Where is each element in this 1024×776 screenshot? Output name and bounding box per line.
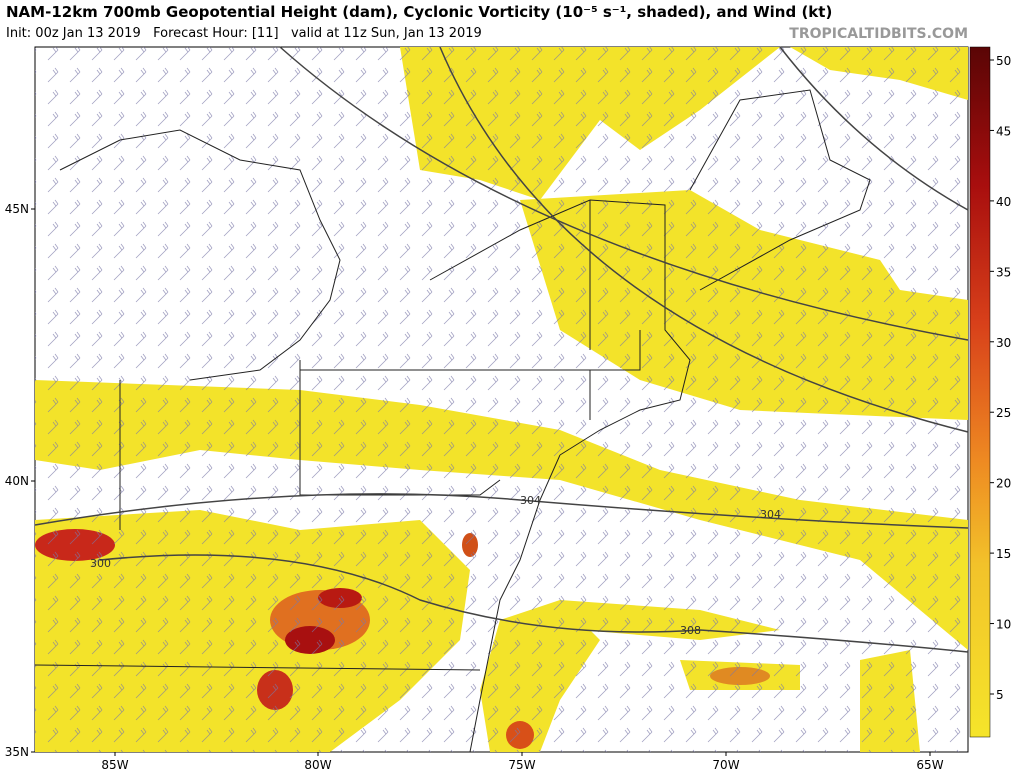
contour-label: 304	[520, 494, 541, 507]
colorbar-label: 30	[996, 336, 1011, 350]
colorbar-label: 5	[996, 688, 1004, 702]
contour-label: 300	[90, 557, 111, 570]
contour-label: 308	[680, 624, 701, 637]
boundaries	[34, 89, 871, 753]
ticks: 5 10 15 20 25 30 35 40 45 50 85W 80W 75W 70W 65W 45N 40N…	[5, 54, 1012, 772]
colorbar	[969, 46, 991, 738]
colorbar-label: 50	[996, 54, 1011, 68]
colorbar-label: 25	[996, 406, 1011, 420]
map: 300 304 304 308	[34, 46, 969, 753]
subtitle: Init: 00z Jan 13 2019 Forecast Hour: [11…	[6, 26, 482, 41]
lat-label: 45N	[5, 202, 29, 216]
colorbar-label: 10	[996, 618, 1011, 632]
colorbar-label: 35	[996, 265, 1011, 279]
contour-label: 304	[760, 508, 781, 521]
colorbar-label: 15	[996, 547, 1011, 561]
lon-label: 65W	[916, 758, 943, 772]
lon-label: 85W	[101, 758, 128, 772]
lat-label: 40N	[5, 474, 29, 488]
wind-barbs	[35, 47, 968, 752]
lat-label: 35N	[5, 745, 29, 759]
height-contours	[34, 46, 969, 653]
lon-label: 75W	[508, 758, 535, 772]
colorbar-label: 20	[996, 477, 1011, 491]
lon-label: 70W	[712, 758, 739, 772]
lon-label: 80W	[304, 758, 331, 772]
title: NAM-12km 700mb Geopotential Height (dam)…	[6, 3, 832, 21]
site-credit: TROPICALTIDBITS.COM	[789, 26, 968, 42]
colorbar-label: 45	[996, 124, 1011, 138]
colorbar-label: 40	[996, 195, 1011, 209]
